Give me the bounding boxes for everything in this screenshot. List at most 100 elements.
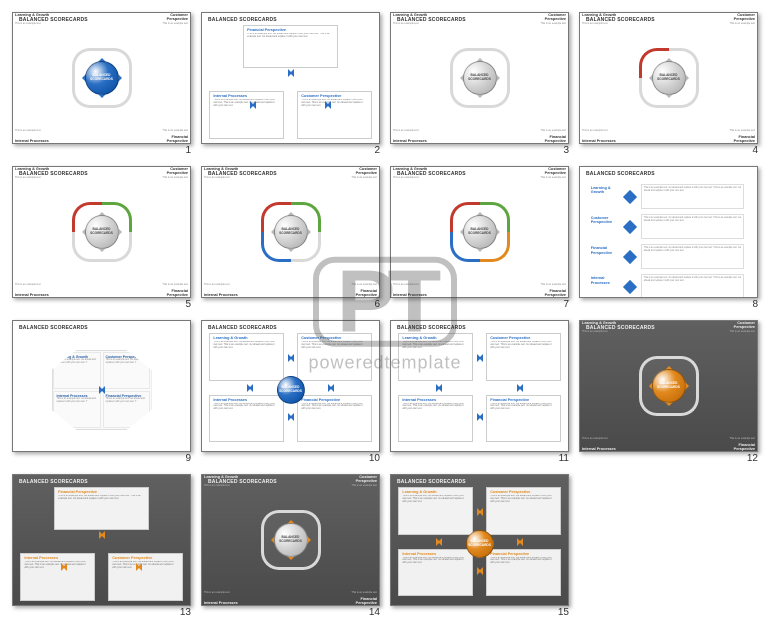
slide-canvas: BALANCED SCORECARDS Learning & Growth This…: [202, 167, 379, 297]
frame-tl: Learning & GrowthThis is an example text…: [209, 333, 283, 381]
quad-subtext-tr: This is an example text: [341, 177, 377, 180]
connector-icon: [475, 508, 485, 516]
slide-canvas: BALANCED SCORECARDSLearning & GrowthThis…: [391, 167, 568, 297]
slide-thumbnail: BALANCED SCORECARDSBALANCED SCORECARDSLe…: [390, 12, 569, 144]
quad-subtext-tl: This is an example text: [582, 23, 618, 26]
slide-cell-10[interactable]: BALANCED SCORECARDSLearning & GrowthThis…: [201, 320, 380, 464]
center-sphere: BALANCED SCORECARDS: [85, 215, 119, 249]
frame-bl: Internal ProcessesThis is an example tex…: [209, 395, 283, 443]
connector-icon: [475, 567, 485, 575]
quad-label-bl: Internal Processes: [15, 139, 51, 143]
slide-thumbnail: BALANCED SCORECARDSBALANCED SCORECARDSLe…: [579, 320, 758, 452]
frame-br: Customer PerspectiveThis is an example t…: [108, 553, 182, 601]
list-item: Financial PerspectiveThis is an example …: [591, 244, 747, 269]
quad-label-br: Financial Perspective: [719, 135, 755, 143]
slide-title: BALANCED SCORECARDS: [13, 321, 190, 331]
connector-icon: [515, 384, 525, 392]
connector-icon: [286, 69, 296, 77]
quad-subtext-bl: This is an example text: [15, 130, 51, 133]
slide-number: 6: [201, 298, 380, 310]
frame-tl: Learning & GrowthThis is an example text…: [398, 487, 472, 535]
frame-bl: Internal ProcessesThis is an example tex…: [398, 549, 472, 597]
quad-subtext-tr: This is an example text: [719, 23, 755, 26]
quad-subtext-tr: This is an example text: [152, 23, 188, 26]
quad-label-tl: Learning & Growth: [393, 167, 429, 171]
slide-cell-9[interactable]: BALANCED SCORECARDS Learning & GrowthThis…: [12, 320, 191, 464]
slide-cell-6[interactable]: BALANCED SCORECARDSBALANCED SCORECARDS Le…: [201, 166, 380, 310]
quad-label-tr: Customer Perspective: [530, 13, 566, 21]
slide-number: 5: [12, 298, 191, 310]
quad-label-bl: Internal Processes: [15, 293, 51, 297]
slide-thumbnail: BALANCED SCORECARDS Learning & GrowthThis…: [390, 320, 569, 452]
quad-subtext-br: This is an example text: [152, 130, 188, 133]
slide-thumbnail: BALANCED SCORECARDSBALANCED SCORECARDSLe…: [12, 166, 191, 298]
slide-cell-2[interactable]: BALANCED SCORECARDSFinancial Perspective…: [201, 12, 380, 156]
frame-top: Financial PerspectiveThis is an example …: [243, 25, 338, 68]
frame-tr: Customer PerspectiveThis is an example t…: [486, 487, 560, 535]
frame-tr: Customer PerspectiveThis is an example t…: [486, 333, 560, 381]
quad-label-bl: Internal Processes: [582, 139, 618, 143]
thumbnail-gallery: PT poweredtemplate BALANCED SCORECARDSBA…: [0, 0, 770, 630]
slide-number: 2: [201, 144, 380, 156]
oct-quad-tr: Customer PerspectiveThis is an example t…: [103, 352, 150, 389]
quad-label-br: Financial Perspective: [152, 135, 188, 143]
slide-canvas: Learning & GrowthThis is an example text…: [395, 333, 564, 447]
quad-label-tl: Learning & Growth: [15, 13, 51, 17]
slide-cell-11[interactable]: BALANCED SCORECARDS Learning & GrowthThis…: [390, 320, 569, 464]
slide-canvas: BALANCED SCORECARDSLearning & GrowthThis…: [13, 167, 190, 297]
slide-cell-14[interactable]: BALANCED SCORECARDSBALANCED SCORECARDSLe…: [201, 474, 380, 618]
slide-thumbnail: BALANCED SCORECARDSBALANCED SCORECARDSLe…: [12, 12, 191, 144]
slide-title: BALANCED SCORECARDS: [391, 321, 568, 331]
quad-label-tl: Learning & Growth: [204, 475, 240, 479]
connector-icon: [97, 386, 107, 394]
connector-icon: [323, 101, 333, 109]
arrow-dn-icon: [287, 248, 295, 256]
connector-icon: [434, 538, 444, 546]
slide-cell-8[interactable]: BALANCED SCORECARDSLearning & GrowthThis…: [579, 166, 758, 310]
slide-cell-15[interactable]: BALANCED SCORECARDSLearning & GrowthThis…: [390, 474, 569, 618]
arrow-dn-icon: [665, 402, 673, 410]
center-sphere: BALANCED SCORECARDS: [652, 61, 686, 95]
connector-icon: [248, 101, 258, 109]
slide-cell-5[interactable]: BALANCED SCORECARDSBALANCED SCORECARDSLe…: [12, 166, 191, 310]
quad-label-tr: Customer Perspective: [530, 167, 566, 175]
slide-thumbnail: BALANCED SCORECARDS Learning & GrowthThis…: [12, 320, 191, 452]
quad-subtext-bl: This is an example text: [393, 130, 429, 133]
slide-cell-1[interactable]: BALANCED SCORECARDSBALANCED SCORECARDSLe…: [12, 12, 191, 156]
slide-cell-12[interactable]: BALANCED SCORECARDSBALANCED SCORECARDSLe…: [579, 320, 758, 464]
center-sphere: BALANCED SCORECARDS: [466, 530, 494, 558]
slide-cell-13[interactable]: BALANCED SCORECARDSFinancial Perspective…: [12, 474, 191, 618]
slide-canvas: Learning & GrowthThis is an example text…: [206, 333, 375, 447]
center-sphere: BALANCED SCORECARDS: [274, 215, 308, 249]
connector-icon: [515, 538, 525, 546]
quad-label-tl: Learning & Growth: [393, 13, 429, 17]
slide-title: BALANCED SCORECARDS: [391, 475, 568, 485]
quad-label-br: Financial Perspective: [530, 289, 566, 297]
quad-label-br: Financial Perspective: [719, 443, 755, 451]
arrow-rt-icon: [685, 382, 693, 390]
connector-icon: [286, 354, 296, 362]
arrow-dn-icon: [287, 556, 295, 564]
arrow-rt-icon: [307, 228, 315, 236]
frame-br: Financial PerspectiveThis is an example …: [486, 549, 560, 597]
quad-label-tl: Learning & Growth: [582, 321, 618, 325]
slide-canvas: BALANCED SCORECARDSLearning & GrowthThis…: [202, 475, 379, 605]
slide-thumbnail: BALANCED SCORECARDSBALANCED SCORECARDS Le…: [201, 166, 380, 298]
quad-label-tr: Customer Perspective: [341, 475, 377, 483]
center-sphere: BALANCED SCORECARDS: [463, 61, 497, 95]
quad-subtext-br: This is an example text: [530, 284, 566, 287]
slide-cell-4[interactable]: BALANCED SCORECARDSBALANCED SCORECARDSLe…: [579, 12, 758, 156]
slide-number: 4: [579, 144, 758, 156]
slide-canvas: BALANCED SCORECARDSLearning & GrowthThis…: [580, 321, 757, 451]
slide-cell-7[interactable]: BALANCED SCORECARDSBALANCED SCORECARDSLe…: [390, 166, 569, 310]
quad-subtext-bl: This is an example text: [204, 592, 240, 595]
slide-number: 14: [201, 606, 380, 618]
slide-thumbnail: BALANCED SCORECARDSBALANCED SCORECARDSLe…: [201, 474, 380, 606]
quad-subtext-tl: This is an example text: [15, 177, 51, 180]
oct-quad-bl: Internal ProcessesThis is an example tex…: [53, 391, 100, 428]
slide-cell-3[interactable]: BALANCED SCORECARDSBALANCED SCORECARDSLe…: [390, 12, 569, 156]
quad-label-tr: Customer Perspective: [341, 167, 377, 175]
quad-subtext-tl: This is an example text: [204, 485, 240, 488]
oct-quad-tl: Learning & GrowthThis is an example text…: [53, 352, 100, 389]
quad-label-tl: Learning & Growth: [204, 167, 240, 171]
